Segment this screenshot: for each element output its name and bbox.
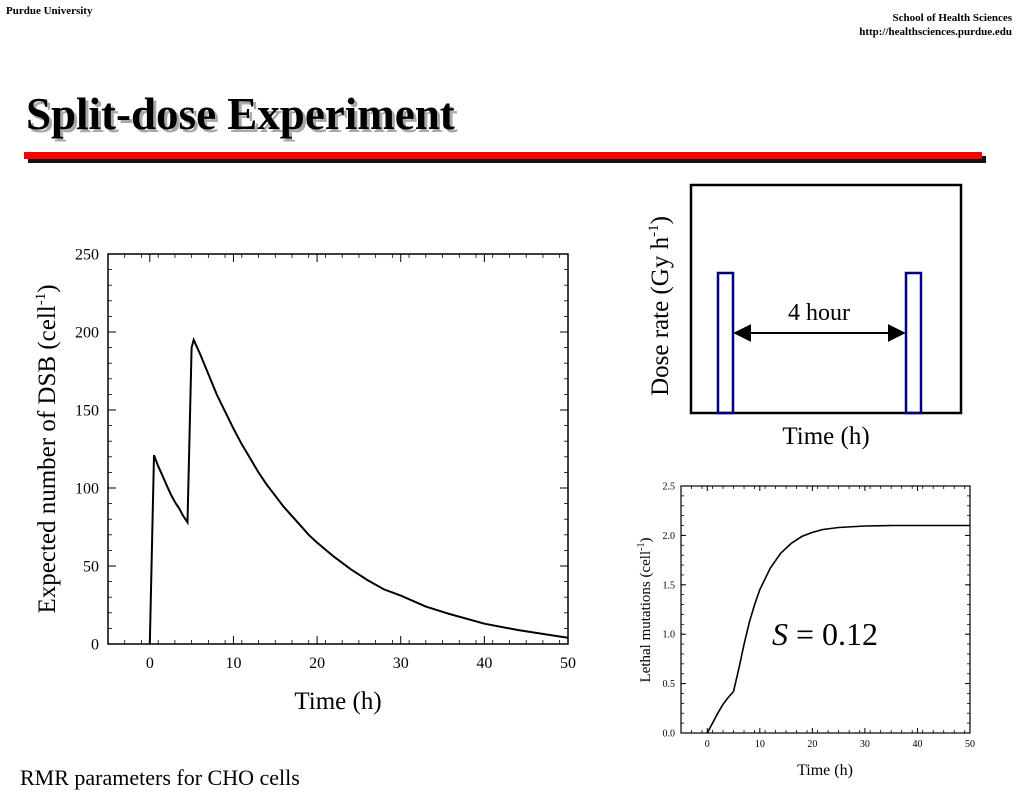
y-tick-label: 100 [75,481,99,498]
dose-plot-frame [689,183,963,415]
x-tick-label: 40 [476,655,492,672]
x-tick-label: 50 [560,655,576,672]
x-tick-label: 40 [912,739,922,750]
dsb-chart-frame-group [107,253,569,645]
header-school-name: School of Health Sciences [892,12,1012,24]
header-school: School of Health Sciences http://healths… [859,11,1012,39]
dose-x-axis-label: Time (h) [782,423,869,450]
dsb-plot-frame [107,253,569,645]
footnote: RMR parameters for CHO cells [20,765,300,790]
x-tick-label: 50 [965,739,975,750]
header-institution: Purdue University [6,5,93,17]
dose-pulse-1 [716,271,735,415]
dose-y-axis-label: Dose rate (Gy h-1) [646,216,674,396]
x-tick-label: 20 [309,655,325,672]
x-tick-label: 20 [807,739,817,750]
y-tick-label: 150 [75,403,99,420]
x-tick-label: 10 [755,739,765,750]
x-tick-label: 30 [393,655,409,672]
header-school-url[interactable]: http://healthsciences.purdue.edu [859,26,1012,38]
y-tick-label: 250 [75,247,99,264]
lethal-series-line [706,524,970,734]
lethal-plot-frame [680,485,971,734]
dsb-y-axis-label: Expected number of DSB (cell-1) [33,284,61,613]
y-tick-label: 0.0 [663,729,676,740]
survival-annotation: S = 0.12 [772,616,878,652]
y-tick-label: 1.5 [663,580,676,591]
dose-pulse-2 [904,271,923,415]
lethal-x-axis-label: Time (h) [797,762,853,779]
x-tick-label: 0 [146,655,154,672]
slide-title: Split-dose Experiment [26,89,455,139]
y-tick-label: 0.5 [663,679,676,690]
x-tick-label: 0 [705,739,710,750]
dsb-x-axis-label: Time (h) [294,688,381,715]
lethal-y-axis-label: Lethal mutations (cell-1) [636,538,654,683]
interval-label: 4 hour [788,300,850,326]
y-tick-label: 200 [75,325,99,342]
y-tick-label: 2.5 [663,482,676,493]
y-tick-label: 1.0 [663,630,676,641]
x-tick-label: 10 [225,655,241,672]
dsb-series-line [148,336,569,645]
title-rule-shadow [28,156,986,163]
y-tick-label: 0 [91,637,99,654]
title-rule [24,152,982,159]
y-tick-label: 50 [83,559,99,576]
x-tick-label: 30 [860,739,870,750]
y-tick-label: 2.0 [663,531,676,542]
